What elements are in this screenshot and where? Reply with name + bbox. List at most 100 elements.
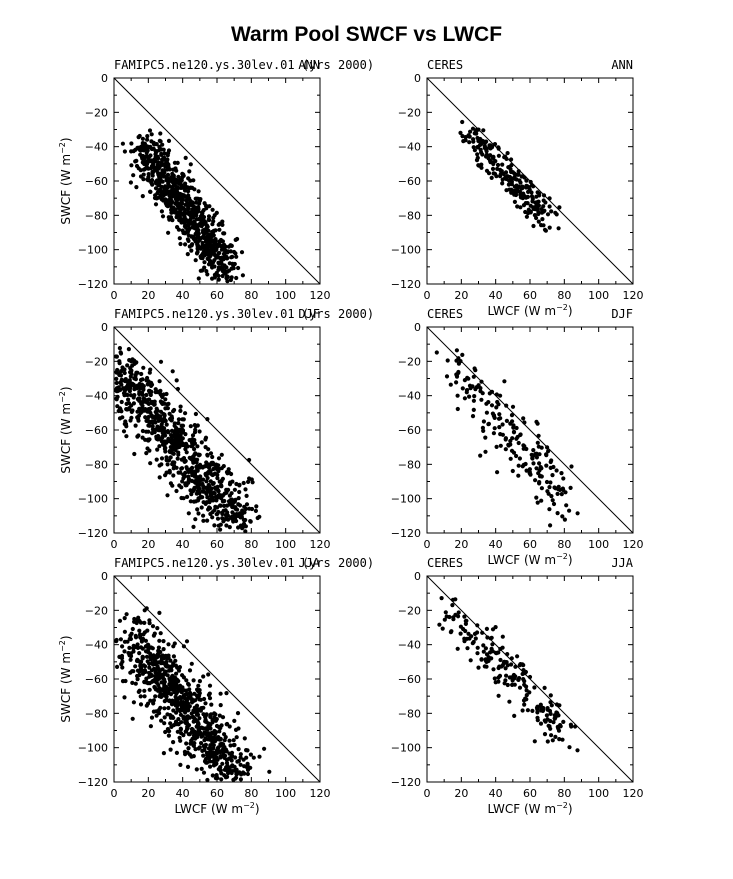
data-point	[209, 263, 214, 268]
data-point	[495, 162, 501, 168]
data-point	[159, 209, 164, 214]
data-point	[216, 724, 221, 730]
data-point	[462, 639, 467, 644]
data-point	[165, 462, 170, 467]
data-point	[138, 386, 143, 391]
data-point	[498, 174, 503, 179]
data-point	[137, 628, 142, 633]
data-point	[195, 243, 200, 248]
data-point	[502, 681, 507, 686]
data-point	[139, 666, 144, 672]
x-tick-label: 20	[141, 289, 155, 302]
reference-line	[426, 77, 634, 285]
data-point	[514, 425, 519, 431]
data-point	[224, 254, 229, 259]
data-point	[224, 514, 229, 519]
data-point	[147, 618, 152, 623]
data-point	[131, 382, 136, 387]
y-tick-label: −20	[85, 604, 108, 617]
data-point	[499, 169, 504, 174]
data-point	[239, 250, 245, 255]
data-point	[189, 248, 194, 253]
data-point	[483, 435, 488, 440]
data-point	[183, 217, 188, 222]
data-point	[515, 654, 520, 659]
data-point	[512, 676, 517, 681]
data-point	[534, 194, 539, 199]
data-point	[177, 483, 182, 488]
tick-marks	[113, 326, 321, 534]
data-point	[159, 172, 164, 177]
data-point	[139, 371, 144, 377]
data-point	[223, 735, 228, 740]
data-point	[162, 715, 167, 720]
data-point	[171, 432, 176, 438]
data-point	[157, 638, 162, 643]
data-point	[213, 751, 218, 756]
data-point	[462, 378, 467, 383]
data-point	[463, 138, 468, 143]
data-point	[489, 175, 494, 180]
data-point	[185, 726, 190, 731]
data-point	[524, 185, 529, 190]
data-point	[220, 761, 225, 766]
tick-marks	[113, 575, 321, 783]
data-point	[192, 471, 198, 476]
data-point	[184, 700, 189, 705]
data-point	[238, 777, 243, 782]
data-point	[197, 745, 202, 750]
data-point	[177, 427, 182, 432]
data-point	[479, 657, 484, 662]
data-point	[133, 423, 138, 428]
data-point	[191, 754, 196, 759]
data-point	[198, 697, 203, 702]
x-tick-label: 20	[454, 289, 468, 302]
x-tick-label: 40	[489, 538, 503, 551]
data-point	[174, 378, 179, 383]
data-points	[437, 596, 580, 753]
data-point	[210, 515, 215, 520]
x-tick-label: 40	[176, 289, 190, 302]
data-point	[561, 476, 566, 481]
data-point	[547, 225, 552, 230]
data-point	[503, 437, 508, 442]
data-point	[181, 476, 186, 481]
data-point	[508, 438, 513, 444]
data-point	[176, 421, 181, 426]
data-point	[529, 190, 534, 195]
data-point	[194, 464, 199, 470]
data-point	[201, 489, 207, 494]
data-point	[186, 176, 191, 181]
data-point	[180, 436, 185, 441]
data-point	[162, 721, 167, 726]
data-point	[153, 390, 158, 395]
data-point	[171, 654, 176, 659]
data-point	[211, 466, 216, 472]
data-points	[114, 606, 272, 783]
data-point	[552, 716, 558, 721]
data-point	[157, 444, 162, 449]
data-point	[194, 693, 199, 698]
data-point	[184, 450, 189, 455]
data-point	[118, 637, 123, 642]
data-point	[136, 146, 141, 151]
data-point	[483, 646, 488, 651]
data-point	[168, 721, 173, 726]
data-point	[186, 480, 191, 485]
data-point	[523, 669, 529, 675]
data-point	[467, 140, 472, 145]
data-point	[489, 403, 495, 408]
data-point	[201, 500, 206, 505]
data-point	[150, 427, 155, 432]
data-point	[175, 160, 180, 165]
data-point	[186, 746, 191, 751]
data-point	[148, 392, 153, 398]
data-point	[176, 201, 182, 207]
data-point	[218, 749, 223, 755]
data-point	[131, 395, 136, 400]
data-point	[164, 664, 169, 669]
data-point	[224, 487, 229, 492]
data-point	[521, 416, 526, 421]
panel-right-label: JJA	[298, 556, 320, 570]
x-tick-label: 0	[111, 787, 118, 800]
